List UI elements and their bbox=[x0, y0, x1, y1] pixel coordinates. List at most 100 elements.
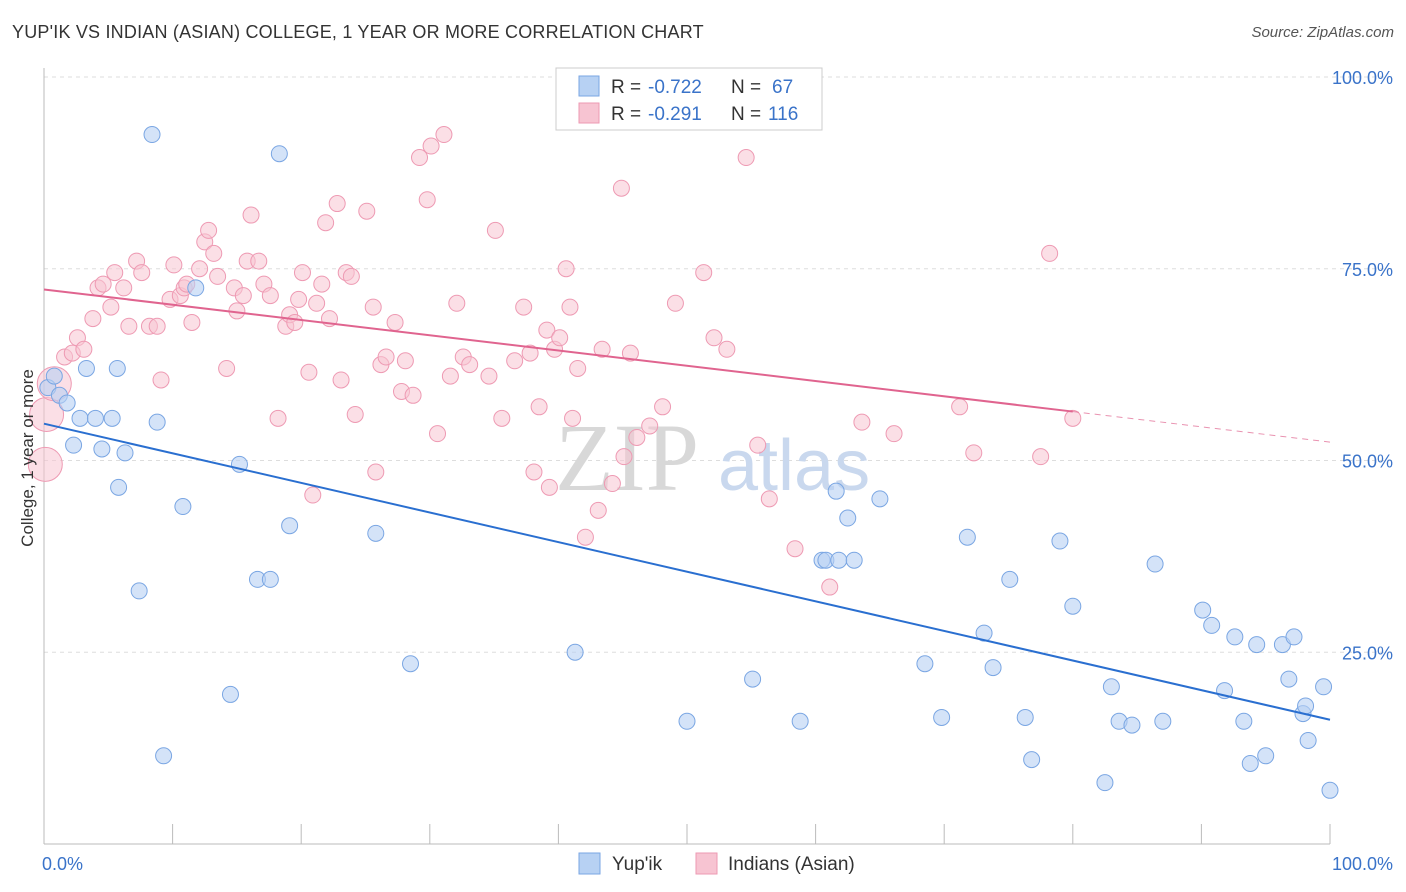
yupik-point-51 bbox=[1123, 716, 1141, 734]
indians-point-73 bbox=[461, 356, 479, 374]
indians-point-49 bbox=[317, 214, 335, 232]
indians-point-101 bbox=[695, 264, 713, 282]
indians-point-48 bbox=[313, 275, 331, 293]
yupik-point-67 bbox=[1299, 731, 1317, 749]
indians-point-11 bbox=[106, 264, 124, 282]
yupik-point-14 bbox=[143, 126, 161, 144]
legend-bottom: Yup'ik Indians (Asian) bbox=[578, 852, 855, 875]
watermark-atlas: atlas bbox=[718, 426, 870, 506]
indians-point-56 bbox=[358, 202, 376, 220]
indians-point-79 bbox=[521, 344, 539, 362]
yupik-point-64 bbox=[1285, 628, 1303, 646]
legend-n-value-2: 116 bbox=[768, 104, 798, 125]
indians-point-15 bbox=[133, 264, 151, 282]
yupik-point-68 bbox=[1315, 678, 1333, 696]
indians-point-113 bbox=[1032, 448, 1050, 466]
indians-point-70 bbox=[441, 367, 459, 385]
indians-point-30 bbox=[218, 359, 236, 377]
indians-point-104 bbox=[737, 149, 755, 167]
indians-point-110 bbox=[885, 425, 903, 443]
indians-point-61 bbox=[386, 313, 404, 331]
yupik-point-42 bbox=[984, 659, 1002, 677]
yupik-point-63 bbox=[1280, 670, 1298, 688]
x-tick-labels: 0.0% 100.0% bbox=[42, 854, 1393, 874]
series-indians-asian-points bbox=[27, 126, 1082, 596]
yupik-point-30 bbox=[791, 712, 809, 730]
yupik-point-16 bbox=[155, 747, 173, 765]
yupik-point-39 bbox=[933, 708, 951, 726]
indians-point-93 bbox=[603, 475, 621, 493]
x-tick-label-max: 100.0% bbox=[1332, 854, 1393, 874]
indians-point-9 bbox=[94, 275, 112, 293]
indians-point-97 bbox=[628, 428, 646, 446]
indians-point-98 bbox=[641, 417, 659, 435]
yupik-point-55 bbox=[1203, 616, 1221, 634]
indians-point-100 bbox=[666, 294, 684, 312]
indians-point-45 bbox=[300, 363, 318, 381]
indians-point-111 bbox=[951, 398, 969, 416]
legend-r-label-2: R = bbox=[611, 104, 641, 125]
indians-point-99 bbox=[654, 398, 672, 416]
yupik-point-18 bbox=[187, 279, 205, 297]
indians-point-90 bbox=[576, 528, 594, 546]
legend-swatch-indians bbox=[578, 102, 600, 124]
legend-r-label-1: R = bbox=[611, 77, 641, 98]
indians-point-95 bbox=[615, 448, 633, 466]
indians-trend-extension bbox=[1072, 411, 1331, 443]
indians-point-87 bbox=[561, 298, 579, 316]
indians-point-24 bbox=[183, 313, 201, 331]
yupik-point-7 bbox=[86, 409, 104, 427]
yupik-point-8 bbox=[93, 440, 111, 458]
indians-point-13 bbox=[120, 317, 138, 335]
watermark: ZIP atlas bbox=[555, 404, 870, 511]
yupik-point-11 bbox=[110, 478, 128, 496]
yupik-point-37 bbox=[871, 490, 889, 508]
yupik-point-57 bbox=[1226, 628, 1244, 646]
indians-trend-line bbox=[43, 288, 1073, 413]
yupik-point-49 bbox=[1102, 678, 1120, 696]
indians-point-67 bbox=[422, 137, 440, 155]
indians-point-88 bbox=[564, 409, 582, 427]
yupik-point-22 bbox=[261, 570, 279, 588]
source-label: Source: ZipAtlas.com bbox=[1251, 24, 1394, 41]
indians-point-105 bbox=[749, 436, 767, 454]
indians-point-96 bbox=[621, 344, 639, 362]
yupik-trend-line bbox=[43, 422, 1331, 721]
yupik-point-12 bbox=[116, 444, 134, 462]
y-tick-labels: 100.0% 75.0% 50.0% 25.0% bbox=[1332, 68, 1393, 663]
yupik-point-44 bbox=[1016, 708, 1034, 726]
indians-point-78 bbox=[515, 298, 533, 316]
indians-point-80 bbox=[525, 463, 543, 481]
indians-point-82 bbox=[538, 321, 556, 339]
indians-point-92 bbox=[593, 340, 611, 358]
indians-point-57 bbox=[364, 298, 382, 316]
yupik-point-66 bbox=[1297, 697, 1315, 715]
indians-point-107 bbox=[786, 540, 804, 558]
x-tick-label-min: 0.0% bbox=[42, 854, 83, 874]
yupik-point-9 bbox=[103, 409, 121, 427]
legend-n-value-1: 67 bbox=[772, 77, 793, 98]
yupik-point-61 bbox=[1257, 747, 1275, 765]
yupik-point-40 bbox=[958, 528, 976, 546]
legend-r-value-1: -0.722 bbox=[648, 77, 702, 98]
yupik-point-36 bbox=[845, 551, 863, 569]
yupik-point-46 bbox=[1051, 532, 1069, 550]
indians-point-29 bbox=[209, 267, 227, 285]
yupik-point-15 bbox=[148, 413, 166, 431]
indians-point-115 bbox=[1064, 409, 1082, 427]
indians-point-39 bbox=[269, 409, 287, 427]
y-tick-label-1: 75.0% bbox=[1342, 260, 1393, 280]
legend-bottom-label-yupik: Yup'ik bbox=[612, 854, 663, 875]
indians-point-18 bbox=[152, 371, 170, 389]
indians-point-64 bbox=[404, 386, 422, 404]
yupik-point-45 bbox=[1023, 751, 1041, 769]
indians-point-71 bbox=[448, 294, 466, 312]
yupik-point-53 bbox=[1154, 712, 1172, 730]
yupik-point-1 bbox=[45, 367, 63, 385]
yupik-point-38 bbox=[916, 655, 934, 673]
yupik-point-23 bbox=[270, 145, 288, 163]
indians-point-114 bbox=[1041, 244, 1059, 262]
indians-point-44 bbox=[293, 264, 311, 282]
yupik-point-58 bbox=[1235, 712, 1253, 730]
